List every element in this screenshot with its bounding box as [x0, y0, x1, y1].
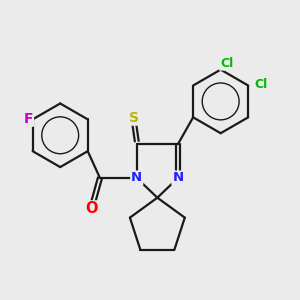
Text: O: O: [86, 201, 98, 216]
Text: F: F: [23, 112, 33, 126]
Text: Cl: Cl: [220, 57, 233, 70]
Text: Cl: Cl: [254, 77, 267, 91]
Text: N: N: [131, 172, 142, 184]
Text: N: N: [172, 172, 184, 184]
Text: S: S: [129, 111, 140, 124]
